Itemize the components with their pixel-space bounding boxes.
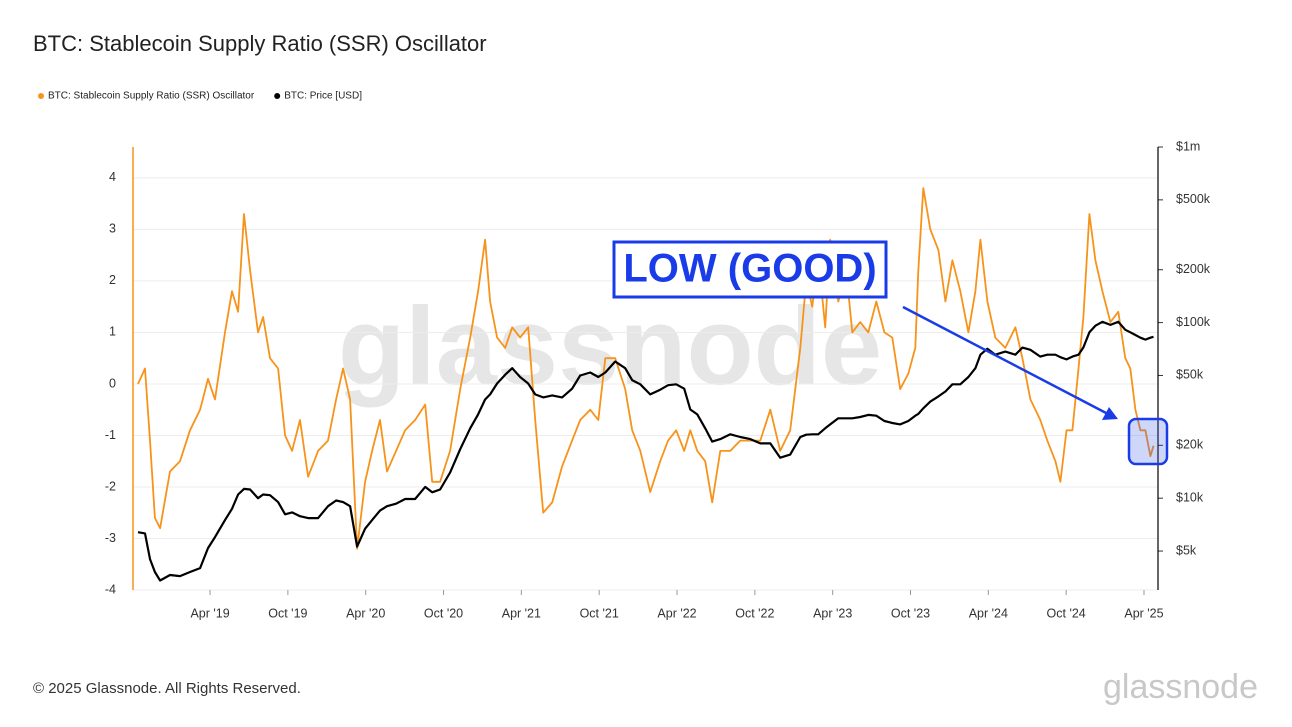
x-tick-label: Oct '19 <box>268 606 307 620</box>
legend-label: BTC: Stablecoin Supply Ratio (SSR) Oscil… <box>48 91 255 102</box>
x-tick-label: Oct '23 <box>891 606 930 620</box>
y2-tick-label: $200k <box>1176 262 1211 276</box>
watermark: glassnode <box>338 285 882 408</box>
x-tick-label: Apr '20 <box>346 606 385 620</box>
y-tick-label: 2 <box>109 273 116 287</box>
x-tick-label: Oct '20 <box>424 606 463 620</box>
x-tick-label: Apr '23 <box>813 606 852 620</box>
y2-tick-label: $10k <box>1176 490 1204 504</box>
chart-title: BTC: Stablecoin Supply Ratio (SSR) Oscil… <box>33 31 487 56</box>
x-tick-label: Apr '21 <box>502 606 541 620</box>
arrow-head <box>1102 407 1118 420</box>
y-tick-label: -2 <box>105 479 116 493</box>
series-line <box>137 187 1155 550</box>
annotation-arrow <box>902 305 1109 416</box>
x-tick-label: Apr '22 <box>657 606 696 620</box>
x-tick-label: Apr '24 <box>969 606 1008 620</box>
y2-tick-label: $1m <box>1176 139 1200 153</box>
y-tick-label: -4 <box>105 582 116 596</box>
y-tick-label: -3 <box>105 531 116 545</box>
y-tick-label: -1 <box>105 428 116 442</box>
x-tick-label: Apr '19 <box>190 606 229 620</box>
copyright: © 2025 Glassnode. All Rights Reserved. <box>33 680 301 697</box>
y2-tick-label: $5k <box>1176 543 1197 557</box>
y2-tick-label: $100k <box>1176 315 1211 329</box>
y2-tick-label: $20k <box>1176 438 1204 452</box>
annotation-box <box>612 240 888 299</box>
x-tick-label: Oct '21 <box>580 606 619 620</box>
y-tick-label: 3 <box>109 222 116 236</box>
legend-marker <box>38 93 44 99</box>
highlight <box>1127 417 1169 466</box>
series-line <box>137 320 1154 582</box>
logo: glassnode <box>1103 668 1258 706</box>
y2-tick-label: $500k <box>1176 192 1211 206</box>
y2-tick-label: $50k <box>1176 368 1204 382</box>
x-tick-label: Apr '25 <box>1124 606 1163 620</box>
plot-area: -4 -3 -2 -1 0 1 2 3 4 $5k $10k $20k $50k $100k $200k $5… <box>105 139 1211 620</box>
x-tick-label: Oct '22 <box>735 606 774 620</box>
x-tick-label: Oct '24 <box>1047 606 1086 620</box>
y-tick-label: 4 <box>109 170 116 184</box>
annotation-label: LOW (GOOD) <box>623 247 876 291</box>
y-tick-label: 1 <box>109 325 116 339</box>
legend-label: BTC: Price [USD] <box>284 91 362 102</box>
legend-marker <box>274 93 281 99</box>
y-tick-label: 0 <box>109 376 116 390</box>
